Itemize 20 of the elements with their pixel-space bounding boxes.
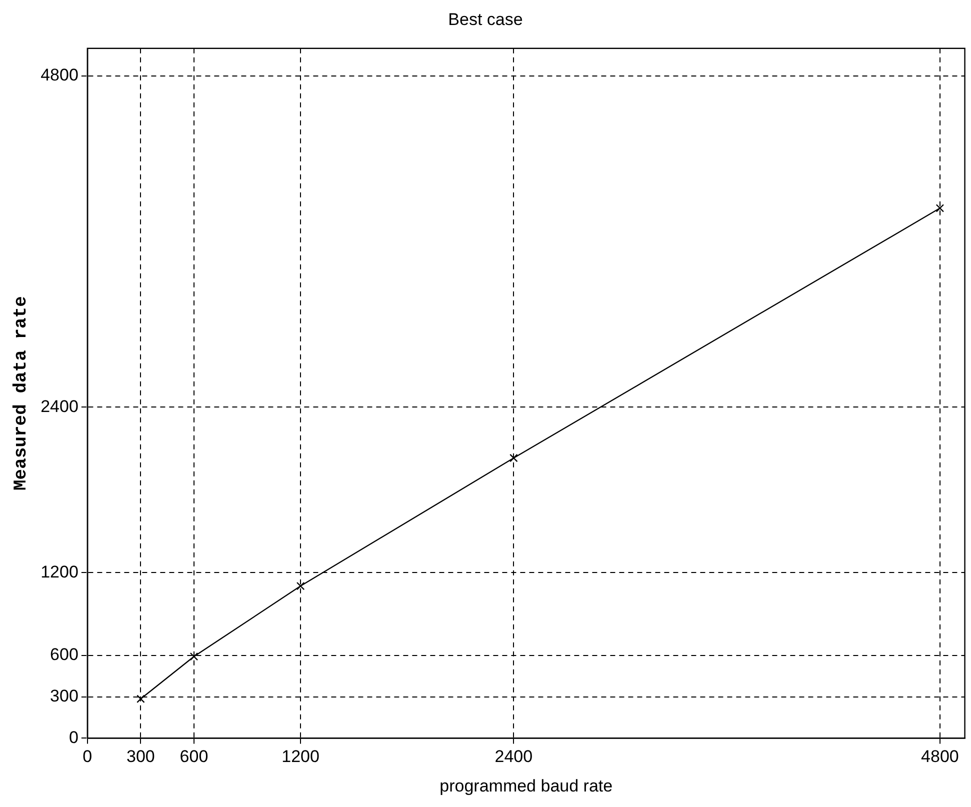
x-tick-label: 300 bbox=[126, 747, 155, 766]
y-tick-label: 2400 bbox=[40, 396, 78, 416]
point bbox=[510, 454, 518, 462]
point bbox=[190, 652, 198, 661]
x-tick-label: 2400 bbox=[494, 747, 533, 766]
x-tick-label: 600 bbox=[180, 747, 208, 766]
x-tick-label: 4800 bbox=[921, 747, 959, 766]
y-tick-label: 4800 bbox=[40, 66, 78, 85]
point bbox=[296, 582, 305, 590]
y-tick-label: 600 bbox=[50, 645, 78, 664]
point bbox=[936, 204, 944, 212]
y-tick-label: 0 bbox=[68, 728, 78, 747]
y-tick-label: 300 bbox=[50, 686, 78, 706]
x-tick-label: 0 bbox=[82, 747, 92, 766]
y-tick-label: 1200 bbox=[40, 562, 78, 582]
y-axis-title: Measured data rate bbox=[11, 296, 32, 491]
x-tick-label: 1200 bbox=[282, 747, 320, 766]
point bbox=[136, 694, 145, 704]
x-axis-title: programmed baud rate bbox=[440, 776, 613, 796]
chart-title: Best case bbox=[448, 10, 523, 29]
